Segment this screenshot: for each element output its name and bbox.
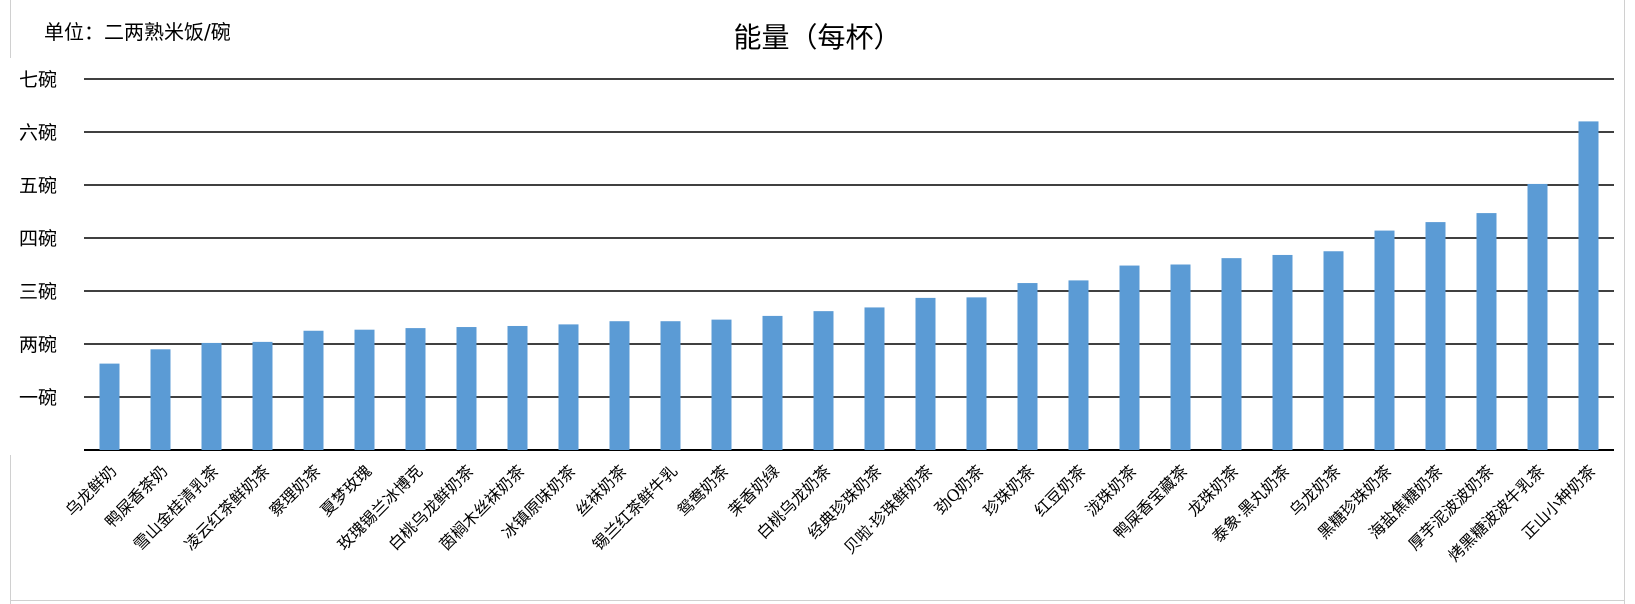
bar — [1476, 213, 1497, 450]
bar — [405, 328, 426, 450]
bar — [558, 324, 579, 450]
y-tick-label: 四碗 — [19, 228, 57, 250]
bar — [966, 297, 987, 450]
frame-left-line — [10, 0, 11, 58]
x-tick-label: 红豆奶茶 — [1031, 461, 1090, 520]
bar — [201, 342, 222, 450]
bar — [1374, 230, 1395, 450]
y-tick-label: 三碗 — [19, 281, 57, 303]
bar — [1017, 283, 1038, 450]
frame-right-line — [1624, 0, 1625, 604]
bar — [1527, 183, 1548, 450]
y-tick-label: 七碗 — [19, 69, 57, 91]
bar — [864, 307, 885, 450]
bar — [1323, 251, 1344, 450]
bar — [1578, 121, 1599, 451]
x-tick-label: 察理奶茶 — [266, 461, 325, 520]
y-tick-label: 六碗 — [19, 122, 57, 144]
y-tick-label: 五碗 — [19, 175, 57, 197]
bar — [711, 319, 732, 450]
bar — [1425, 222, 1446, 450]
bar — [1221, 258, 1242, 450]
bar — [915, 297, 936, 450]
bar — [150, 349, 171, 450]
bar — [1068, 280, 1089, 450]
x-tick-label: 劲Q奶茶 — [931, 461, 988, 518]
x-tick-label: 珍珠奶茶 — [980, 461, 1039, 520]
bar — [762, 315, 783, 450]
frame-bottom-line — [10, 600, 1625, 601]
bar — [1170, 264, 1191, 450]
bar — [609, 321, 630, 450]
x-tick-label: 鸳鸯奶茶 — [674, 461, 733, 520]
bar — [1272, 254, 1293, 450]
bar — [354, 329, 375, 450]
unit-label: 单位：二两熟米饭/碗 — [44, 20, 231, 44]
bar — [456, 327, 477, 450]
bar — [660, 321, 681, 450]
chart-title: 能量（每杯） — [733, 21, 902, 54]
bar — [813, 311, 834, 450]
frame-left-line-bottom — [10, 455, 11, 604]
bar — [99, 363, 120, 450]
bar — [252, 341, 273, 450]
x-tick-label: 贝啦·珍珠鲜奶茶 — [840, 461, 936, 557]
bar — [507, 325, 528, 450]
bar — [1119, 265, 1140, 450]
y-tick-label: 两碗 — [19, 334, 57, 356]
bar — [303, 330, 324, 450]
y-tick-label: 一碗 — [19, 387, 57, 409]
